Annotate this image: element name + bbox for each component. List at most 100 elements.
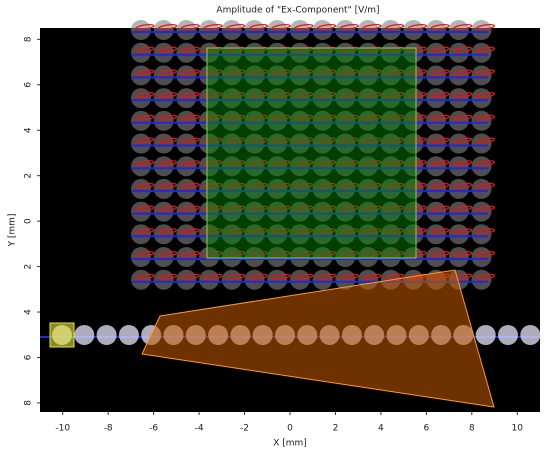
field-vector xyxy=(407,46,427,53)
field-vector xyxy=(180,69,200,76)
field-vector xyxy=(180,46,200,53)
field-vector xyxy=(248,114,269,121)
field-vector xyxy=(339,251,359,257)
y-tick-label: 0 xyxy=(24,218,34,224)
field-vector xyxy=(339,160,359,167)
field-vector xyxy=(248,92,269,99)
field-vector xyxy=(453,69,473,76)
field-vector xyxy=(248,251,269,257)
field-vector xyxy=(339,205,359,212)
field-vector xyxy=(271,24,291,30)
field-vector xyxy=(271,69,291,76)
field-vector xyxy=(135,114,155,121)
orange-region xyxy=(141,269,495,408)
field-vector xyxy=(339,137,359,144)
field-vector xyxy=(294,251,314,257)
field-vector xyxy=(180,273,200,280)
field-vector xyxy=(317,228,337,235)
field-vector xyxy=(135,205,155,212)
field-vector xyxy=(135,182,155,189)
field-vector xyxy=(180,160,200,167)
field-vector xyxy=(135,273,155,280)
field-vector xyxy=(180,92,200,99)
field-vector xyxy=(407,251,427,257)
field-vector xyxy=(203,92,223,99)
field-vector xyxy=(317,205,337,212)
field-vector xyxy=(203,137,223,144)
field-vector xyxy=(430,24,450,30)
field-vector xyxy=(226,137,246,144)
field-vector xyxy=(475,205,496,212)
field-vector xyxy=(135,46,155,53)
field-vector xyxy=(271,251,291,257)
field-vector xyxy=(475,228,496,235)
field-vector xyxy=(453,137,473,144)
field-vector xyxy=(294,69,314,76)
x-tick-label: 0 xyxy=(287,424,293,434)
probe-circle xyxy=(520,325,541,345)
field-vector xyxy=(385,92,405,99)
field-vector xyxy=(453,114,473,121)
field-vector xyxy=(226,228,246,235)
field-vector xyxy=(271,273,291,280)
field-vector xyxy=(385,182,405,189)
field-vector xyxy=(407,137,427,144)
field-vector xyxy=(317,114,337,121)
field-vector xyxy=(203,24,223,30)
field-vector xyxy=(362,273,382,280)
field-vector xyxy=(407,92,427,99)
field-vector xyxy=(158,228,178,235)
field-vector xyxy=(317,24,337,30)
field-vector xyxy=(203,228,223,235)
field-vector xyxy=(180,251,200,257)
field-vector xyxy=(453,160,473,167)
field-vector xyxy=(135,160,155,167)
field-vector xyxy=(362,205,382,212)
field-vector xyxy=(475,137,496,144)
field-vector xyxy=(226,205,246,212)
field-vector xyxy=(430,137,450,144)
field-vector xyxy=(362,92,382,99)
field-vector xyxy=(158,69,178,76)
field-vector xyxy=(158,251,178,257)
field-vector xyxy=(407,24,427,30)
field-vector xyxy=(180,205,200,212)
field-vector xyxy=(135,137,155,144)
field-vector xyxy=(385,160,405,167)
field-vector xyxy=(475,273,496,280)
field-vector xyxy=(475,24,496,30)
field-vector xyxy=(226,273,246,280)
field-vector xyxy=(271,182,291,189)
field-vector xyxy=(248,160,269,167)
field-vector xyxy=(180,137,200,144)
y-tick-label: 4 xyxy=(24,127,34,133)
field-vector xyxy=(475,182,496,189)
field-vector xyxy=(226,251,246,257)
field-vector xyxy=(180,24,200,30)
field-vector xyxy=(317,137,337,144)
field-vector xyxy=(385,137,405,144)
field-vector xyxy=(271,205,291,212)
field-vector xyxy=(317,92,337,99)
field-vector xyxy=(294,228,314,235)
field-vector xyxy=(430,114,450,121)
field-vector xyxy=(475,69,496,76)
field-vector xyxy=(339,228,359,235)
field-vector xyxy=(158,92,178,99)
field-vector xyxy=(135,228,155,235)
field-vector xyxy=(158,24,178,30)
field-layer xyxy=(40,20,541,345)
x-tick-label: 10 xyxy=(512,424,524,434)
field-vector xyxy=(135,251,155,257)
field-vector xyxy=(158,182,178,189)
field-vector xyxy=(271,92,291,99)
field-vector xyxy=(430,228,450,235)
field-vector xyxy=(248,69,269,76)
yellow-port xyxy=(49,322,75,348)
field-vector xyxy=(226,114,246,121)
field-vector xyxy=(294,160,314,167)
field-vector xyxy=(135,24,155,30)
field-vector xyxy=(226,182,246,189)
field-vector xyxy=(317,69,337,76)
